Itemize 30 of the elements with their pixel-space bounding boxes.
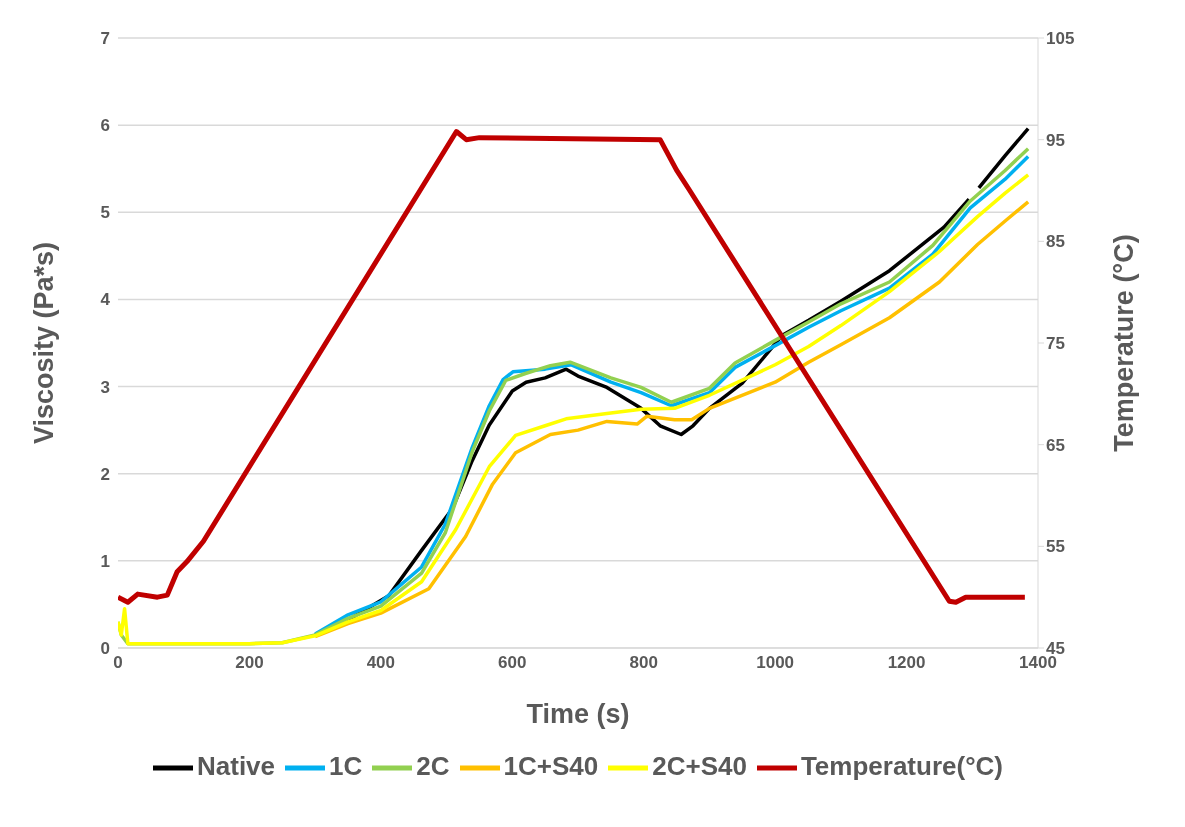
legend-label: Native (197, 750, 276, 781)
x-tick-label: 0 (113, 653, 123, 673)
y2-tick-label: 85 (1046, 232, 1065, 252)
x-tick-label: 800 (629, 653, 658, 673)
x-tick-label: 600 (498, 653, 527, 673)
x-tick-label: 1200 (887, 653, 926, 673)
y-tick-label: 6 (100, 116, 110, 136)
y2-tick-label: 55 (1046, 537, 1065, 557)
x-tick-label: 1000 (756, 653, 795, 673)
y2-tick-label: 75 (1046, 334, 1065, 354)
x-tick-label: 400 (366, 653, 396, 673)
y-tick-label: 1 (100, 551, 110, 571)
y2-tick-label: 65 (1046, 435, 1065, 455)
y-axis-title: Viscosity (Pa*s) (28, 241, 59, 445)
legend-label: 1C+S40 (503, 750, 599, 781)
y-tick-label: 4 (100, 290, 111, 310)
legend-label: 2C (416, 750, 450, 781)
legend-label: 1C (329, 750, 363, 781)
legend-label: 2C+S40 (652, 750, 747, 781)
y2-tick-label: 95 (1046, 130, 1065, 150)
y2-axis-title: Temperature (°C) (1108, 234, 1139, 452)
legend-label: Temperature(°C) (800, 750, 1003, 781)
x-tick-label: 200 (235, 653, 264, 673)
y2-tick-label: 105 (1046, 29, 1075, 49)
y-tick-label: 3 (100, 377, 110, 397)
y-tick-label: 7 (100, 29, 110, 49)
x-axis-title: Time (s) (526, 699, 630, 729)
y-tick-label: 5 (100, 203, 110, 223)
y-tick-label: 0 (100, 639, 110, 659)
y-tick-label: 2 (100, 464, 110, 484)
